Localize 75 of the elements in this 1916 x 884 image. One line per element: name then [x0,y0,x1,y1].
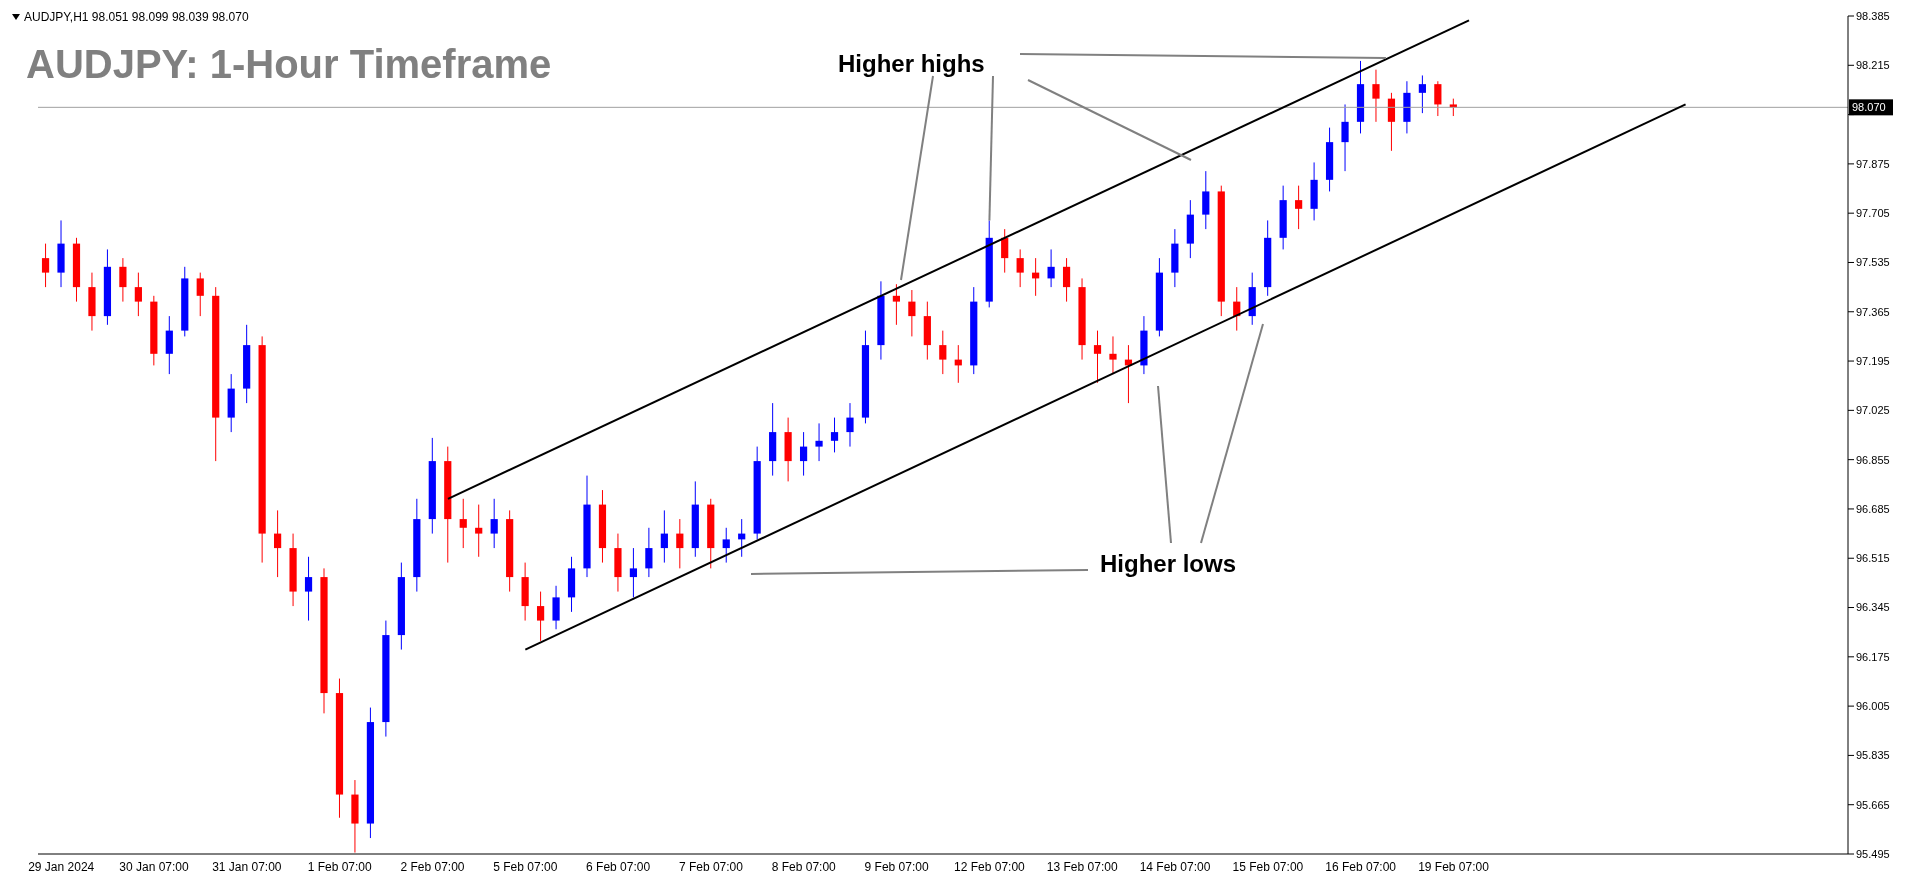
candlestick [1341,103,1349,172]
candlestick [1016,248,1024,288]
candlestick [660,509,668,564]
text: AUDJPY: 1-Hour Timeframe [26,42,552,87]
candlestick [1295,185,1303,230]
candlestick [274,509,282,578]
candlestick [1418,74,1426,114]
y-tick-label: 96.685 [1856,502,1890,515]
candlestick [892,283,900,326]
x-tick-label: 6 Feb 07:00 [586,859,651,874]
candlestick [552,585,560,630]
x-tick-label: 15 Feb 07:00 [1232,859,1304,874]
candlestick [815,422,823,462]
annotation: Higher highs [838,50,985,78]
x-tick-label: 19 Feb 07:00 [1418,859,1490,874]
candlestick [799,431,808,477]
y-tick-label: 96.855 [1856,453,1890,466]
candlestick [1109,335,1117,375]
x-tick-label: 16 Feb 07:00 [1325,859,1397,874]
annotation: Higher lows [1100,550,1237,578]
candlestick [722,527,730,564]
candlestick [1001,228,1009,274]
y-tick-label: 96.515 [1856,552,1890,565]
x-tick-label: 13 Feb 07:00 [1046,859,1118,874]
y-tick-label: 96.345 [1856,601,1890,614]
candlestick [475,504,483,558]
candlestick [908,289,916,337]
x-tick-label: 30 Jan 07:00 [119,859,190,874]
candlestick [119,257,127,303]
x-tick-label: 9 Feb 07:00 [864,859,929,874]
y-tick-label: 95.835 [1856,749,1890,762]
candlestick [846,402,854,448]
candlestick [41,243,50,288]
candlestick [939,330,947,375]
y-tick-label: 97.025 [1856,404,1890,417]
candlestick [1372,69,1380,123]
y-tick-label: 95.495 [1856,847,1890,860]
y-tick-label: 97.195 [1856,354,1890,367]
candlestick [1062,257,1071,303]
x-tick-label: 2 Feb 07:00 [400,859,465,874]
candlestick [134,272,142,317]
candlestick [490,498,498,549]
candlestick [629,547,638,598]
candlestick [1387,92,1396,152]
y-tick-label: 98.385 [1856,9,1890,22]
candlestick [1434,80,1442,117]
x-tick-label: 31 Jan 07:00 [212,859,282,874]
ref-line-label: 98.070 [1852,101,1886,114]
candlestick [1047,248,1055,288]
y-tick-label: 98.215 [1856,59,1890,72]
x-tick-label: 1 Feb 07:00 [307,859,373,874]
x-tick-label: 12 Feb 07:00 [954,859,1026,874]
candlestick [196,272,204,317]
candlestick [459,498,467,549]
y-tick-label: 95.665 [1856,798,1890,811]
x-tick-label: 8 Feb 07:00 [771,859,837,874]
candlestick [536,591,545,642]
y-tick-label: 97.365 [1856,305,1890,318]
x-tick-label: 14 Feb 07:00 [1139,859,1211,874]
candlestick [1202,170,1210,230]
y-tick-label: 97.705 [1856,207,1890,220]
x-tick-label: 29 Jan 2024 [28,859,95,874]
candlestick [1093,330,1102,384]
candlestick [676,518,684,569]
candlestick [304,556,313,622]
chart-subtitle: AUDJPY,H1 98.051 98.099 98.039 98.070 [24,10,249,24]
y-tick-label: 97.875 [1856,157,1890,170]
y-tick-label: 97.535 [1856,256,1890,269]
candlestick [830,417,839,453]
x-tick-label: 7 Feb 07:00 [678,859,744,874]
y-tick-label: 96.175 [1856,650,1890,663]
y-tick-label: 96.005 [1856,700,1890,713]
x-tick-label: 5 Feb 07:00 [493,859,558,874]
candlestick [645,527,653,578]
candlestick [165,315,173,375]
